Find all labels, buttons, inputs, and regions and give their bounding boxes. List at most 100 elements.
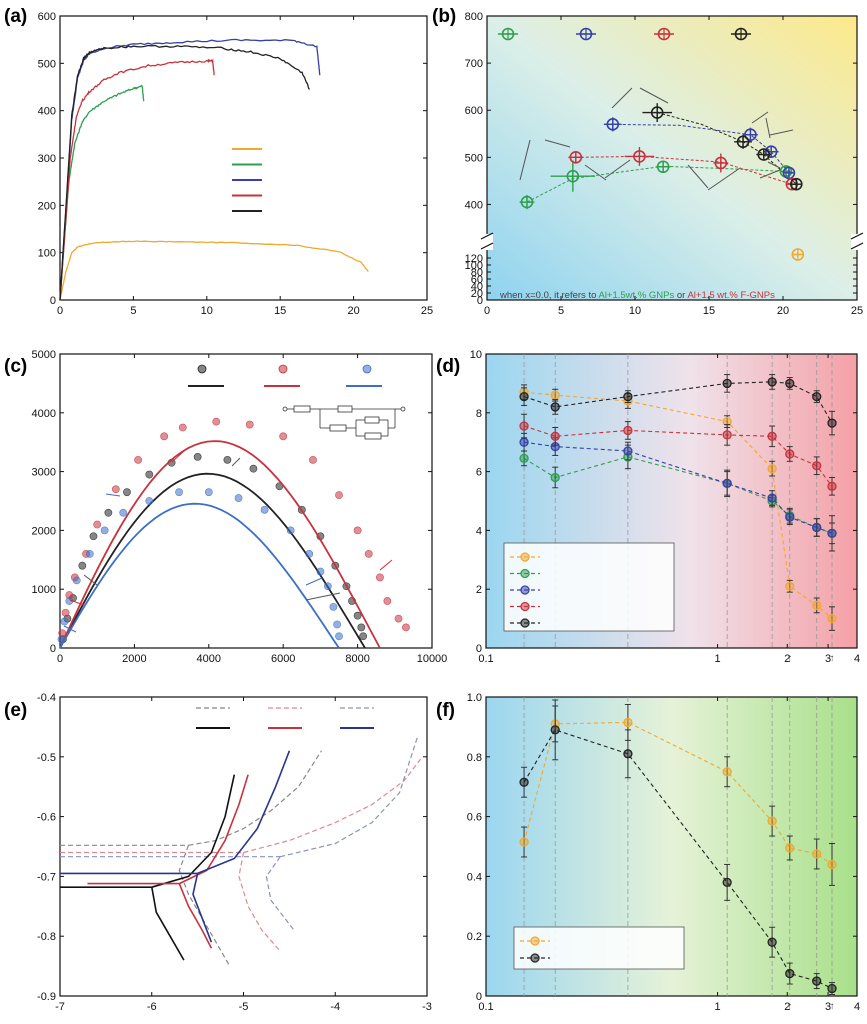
b-annotation-arrow: [584, 164, 607, 181]
f-data-point: [519, 837, 529, 847]
a-series-line: [59, 38, 321, 301]
d-data-point: [785, 449, 795, 459]
c-circuit-resistor: [293, 405, 311, 413]
f-data-point: [812, 849, 822, 859]
panel-e-tafel: -7 -6 -5 -4 -3 -0.9 -0.8 -0.7 -0.6 -0.5 -0.4: [37, 692, 432, 1013]
d-data-point: [519, 421, 529, 431]
c-frequency-arrow: [69, 599, 85, 606]
b-annotation-arrow: [639, 87, 669, 104]
f-data-point: [827, 983, 837, 994]
c-measured-point: [145, 470, 154, 479]
c-fit-curve: [59, 472, 366, 649]
panel-label-b: (b): [432, 6, 456, 27]
d-legend-marker: [520, 552, 530, 562]
b-annotation-arrow: [765, 117, 771, 139]
c-measured-point: [223, 455, 232, 464]
a-ytick-label: 300: [38, 153, 56, 165]
a-xtick-label: 5: [130, 305, 136, 317]
c-measured-point: [145, 497, 154, 505]
c-frequency-arrow: [171, 450, 185, 463]
f-data-point: [623, 717, 633, 728]
b-trend-line: [612, 123, 790, 174]
b-axis-break-mark: [850, 242, 864, 250]
c-circuit-resistor: [329, 424, 347, 432]
b-axis-break-mark: [480, 232, 494, 240]
c-measured-point: [57, 635, 66, 644]
a-ytick-label: 600: [38, 11, 56, 23]
f-ytick-label: 0: [476, 991, 482, 1003]
d-data-point: [623, 425, 633, 436]
d-xtick-label: 3: [825, 653, 831, 665]
e-ytick-label: -0.7: [37, 871, 56, 883]
d-data-point: [550, 390, 560, 400]
a-ytick-label: 100: [38, 248, 56, 260]
c-measured-point: [357, 623, 366, 632]
panel-label-c: (c): [4, 356, 27, 377]
d-xtick-label: 4: [854, 653, 860, 665]
d-data-point: [722, 378, 732, 389]
c-measured-point: [89, 532, 98, 541]
c-xtick-label: 6000: [271, 653, 295, 665]
c-measured-point: [335, 491, 343, 500]
panel-d-polarization-resistance: 0.1 1 2 3 4 0 2 4 6 8 10 ↑ ↑: [470, 349, 860, 665]
c-measured-point: [305, 550, 314, 558]
c-measured-point: [245, 420, 254, 429]
d-ytick-label: 4: [476, 525, 482, 537]
a-ytick-label: 0: [50, 295, 56, 307]
e-xtick-label: -4: [330, 1001, 340, 1013]
e-anodic-branch: [197, 750, 291, 875]
d-legend-box: [503, 542, 675, 632]
panel-b-uts-elongation: 0 5 10 15 20 25400500600700800020406080100120…: [465, 11, 864, 317]
f-data-point: [785, 968, 795, 979]
c-measured-point: [286, 526, 295, 535]
a-xtick-label: 10: [201, 305, 213, 317]
b-ytick-label: 800: [465, 11, 483, 23]
d-ytick-label: 8: [476, 408, 482, 420]
d-data-point: [519, 453, 529, 464]
d-data-point: [767, 377, 777, 387]
c-measured-point: [119, 508, 128, 517]
e-ytick-label: -0.5: [37, 752, 56, 764]
c-plot-frame: [59, 353, 433, 649]
d-data-point: [827, 528, 837, 538]
e-xtick-label: -3: [422, 1001, 432, 1013]
c-measured-point: [309, 455, 317, 464]
c-measured-point: [364, 550, 373, 558]
c-measured-point: [134, 455, 143, 464]
f-legend-box: [513, 926, 685, 970]
b-xtick-label: 20: [777, 305, 789, 317]
c-measured-point: [175, 488, 183, 497]
d-legend-marker: [520, 585, 530, 595]
c-frequency-arrow: [83, 574, 98, 586]
b-note-line2: when x=0.0, it refers to Al+1.5wt.% GNPs…: [499, 290, 775, 301]
d-ytick-label: 10: [470, 349, 482, 361]
f-xtick-label: 3: [825, 1001, 831, 1013]
f-ytick-label: 0.4: [467, 871, 482, 883]
f-ytick-label: 0.6: [467, 812, 482, 824]
f-legend-marker: [530, 953, 540, 963]
c-measured-point: [93, 520, 102, 529]
f-bottom-marker-arrow: ↑: [787, 1001, 792, 1012]
c-measured-point: [383, 597, 392, 605]
f-ytick-label: 0.8: [467, 752, 482, 764]
a-ytick-label: 400: [38, 106, 56, 118]
c-measured-point: [193, 452, 202, 461]
e-ytick-label: -0.4: [37, 692, 56, 704]
b-axis-break-mark: [480, 242, 494, 250]
c-measured-point: [316, 567, 325, 576]
f-ytick-label: 0.2: [467, 931, 482, 943]
f-data-point: [550, 725, 560, 735]
c-circuit-resistor: [364, 432, 382, 440]
d-ytick-label: 2: [476, 584, 482, 596]
c-legend-marker: [278, 364, 288, 374]
c-circuit-cpe: [364, 416, 380, 424]
c-fit-curve: [59, 502, 340, 649]
d-xtick-label: 0.1: [478, 653, 493, 665]
f-data-point: [785, 843, 795, 853]
c-frequency-arrow: [379, 559, 393, 571]
a-xtick-label: 15: [274, 305, 286, 317]
c-measured-point: [78, 561, 87, 570]
c-legend-marker: [197, 364, 207, 374]
c-ytick-label: 5000: [32, 349, 56, 361]
d-data-point: [767, 431, 777, 441]
